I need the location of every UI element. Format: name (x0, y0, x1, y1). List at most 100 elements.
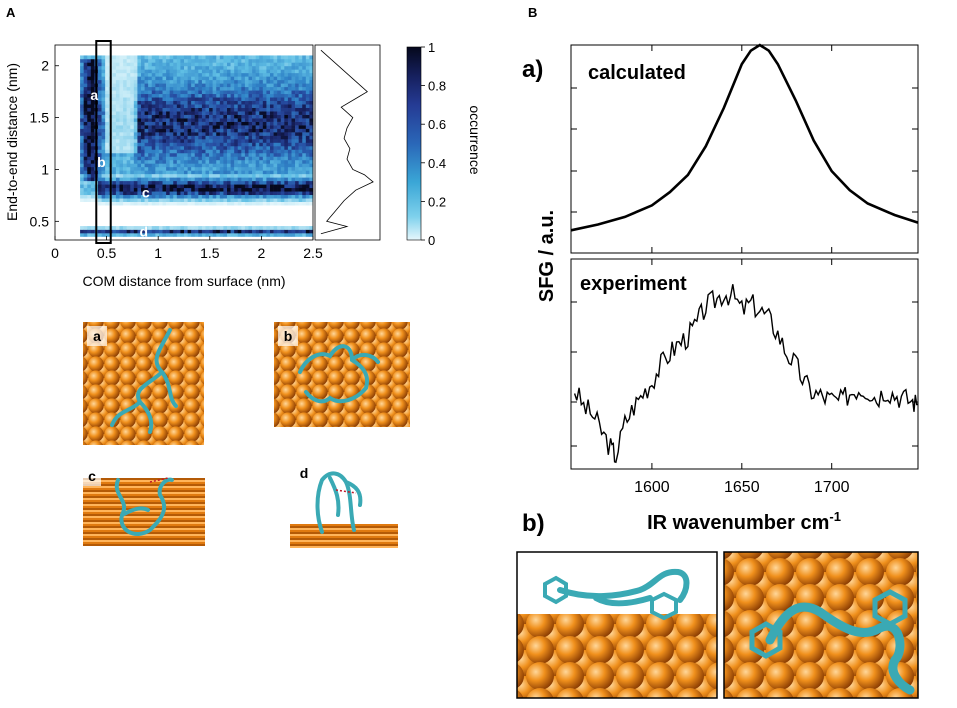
heatmap-cell (112, 79, 117, 84)
heatmap-cell (219, 173, 224, 178)
heatmap-cell (209, 156, 213, 161)
heatmap-cell (180, 177, 185, 182)
heatmap-cell (216, 163, 221, 168)
heatmap-cell (158, 69, 163, 74)
heatmap-cell (162, 184, 167, 189)
heatmap-cell (126, 152, 131, 157)
heatmap-cell (284, 86, 289, 91)
heatmap-cell (305, 145, 310, 150)
heatmap-cell (137, 139, 142, 143)
heatmap-cell (148, 163, 153, 168)
heatmap-cell (155, 229, 160, 234)
heatmap-cell (98, 173, 102, 178)
heatmap-cell (287, 100, 292, 105)
heatmap-cell (302, 111, 307, 115)
heatmap-cell (115, 166, 120, 171)
heatmap-cell (298, 90, 303, 95)
heatmap-cell (90, 233, 95, 237)
heatmap-x-tick-label: 0 (51, 245, 59, 261)
heatmap-cell (277, 152, 282, 157)
heatmap-cell (90, 69, 95, 74)
heatmap-cell (241, 86, 246, 91)
heatmap-cell (141, 121, 145, 126)
heatmap-cell (123, 111, 127, 115)
heatmap-cell (266, 128, 271, 133)
heatmap-cell (302, 69, 307, 74)
heatmap-cell (241, 55, 246, 60)
heatmap-cell (194, 156, 199, 161)
heatmap-cell (219, 62, 224, 67)
heatmap-cell (155, 194, 160, 199)
heatmap-cell (90, 55, 95, 60)
heatmap-cell (305, 135, 310, 140)
heatmap-cell (123, 233, 127, 237)
heatmap-cell (176, 173, 181, 178)
heatmap-cell (119, 142, 124, 147)
heatmap-cell (169, 121, 174, 126)
heatmap-cell (273, 100, 278, 105)
heatmap-cell (284, 166, 289, 171)
heatmap-cell (187, 139, 192, 143)
heatmap-cell (305, 111, 310, 115)
heatmap-cell (187, 100, 192, 105)
heatmap-cell (216, 201, 221, 206)
heatmap-cell (119, 173, 124, 178)
heatmap-cell (273, 83, 278, 88)
heatmap-cell (201, 177, 206, 182)
heatmap-annotation-a: a (90, 87, 98, 103)
heatmap-cell (302, 156, 307, 161)
heatmap-cell (259, 86, 264, 91)
heatmap-cell (148, 159, 153, 164)
heatmap-cell (115, 83, 120, 88)
heatmap-cell (234, 97, 239, 102)
heatmap-cell (241, 118, 246, 122)
heatmap-cell (173, 90, 178, 95)
heatmap-cell (101, 201, 106, 206)
heatmap-cell (119, 97, 124, 102)
heatmap-cell (205, 201, 210, 206)
heatmap-cell (144, 156, 149, 161)
heatmap-cell (227, 201, 231, 206)
heatmap-cell (291, 128, 296, 133)
heatmap-cell (241, 69, 246, 74)
heatmap-cell (98, 152, 102, 157)
heatmap-cell (98, 69, 102, 74)
heatmap-cell (244, 125, 249, 129)
heatmap-cell (273, 142, 278, 147)
heatmap-cell (101, 233, 106, 237)
heatmap-cell (105, 177, 110, 182)
heatmap-cell (115, 173, 120, 178)
heatmap-cell (141, 187, 145, 192)
heatmap-cell (130, 132, 135, 136)
heatmap-cell (309, 191, 314, 196)
heatmap-cell (184, 233, 188, 237)
heatmap-cell (291, 111, 296, 115)
heatmap-cell (223, 90, 228, 95)
heatmap-cell (173, 135, 178, 140)
heatmap-cell (141, 86, 145, 91)
heatmap-cell (137, 180, 142, 185)
heatmap-cell (255, 69, 260, 74)
heatmap-cell (309, 159, 314, 164)
heatmap-cell (230, 163, 235, 168)
heatmap-cell (119, 229, 124, 234)
heatmap-cell (180, 76, 185, 81)
heatmap-cell (90, 118, 95, 122)
heatmap-cell (284, 184, 289, 189)
heatmap-cell (295, 114, 299, 119)
heatmap-cell (194, 86, 199, 91)
heatmap-cell (230, 86, 235, 91)
heatmap-cell (248, 55, 253, 60)
heatmap-cell (115, 152, 120, 157)
heatmap-cell (209, 159, 213, 164)
heatmap-cell (133, 180, 138, 185)
heatmap-cell (273, 79, 278, 84)
heatmap-cell (115, 121, 120, 126)
heatmap-cell (173, 184, 178, 189)
heatmap-cell (305, 58, 310, 63)
render-top-view-ring2 (872, 589, 908, 627)
heatmap-cell (302, 163, 307, 168)
heatmap-cell (194, 145, 199, 150)
heatmap-cell (273, 170, 278, 175)
heatmap-annotation-d: d (139, 224, 148, 240)
